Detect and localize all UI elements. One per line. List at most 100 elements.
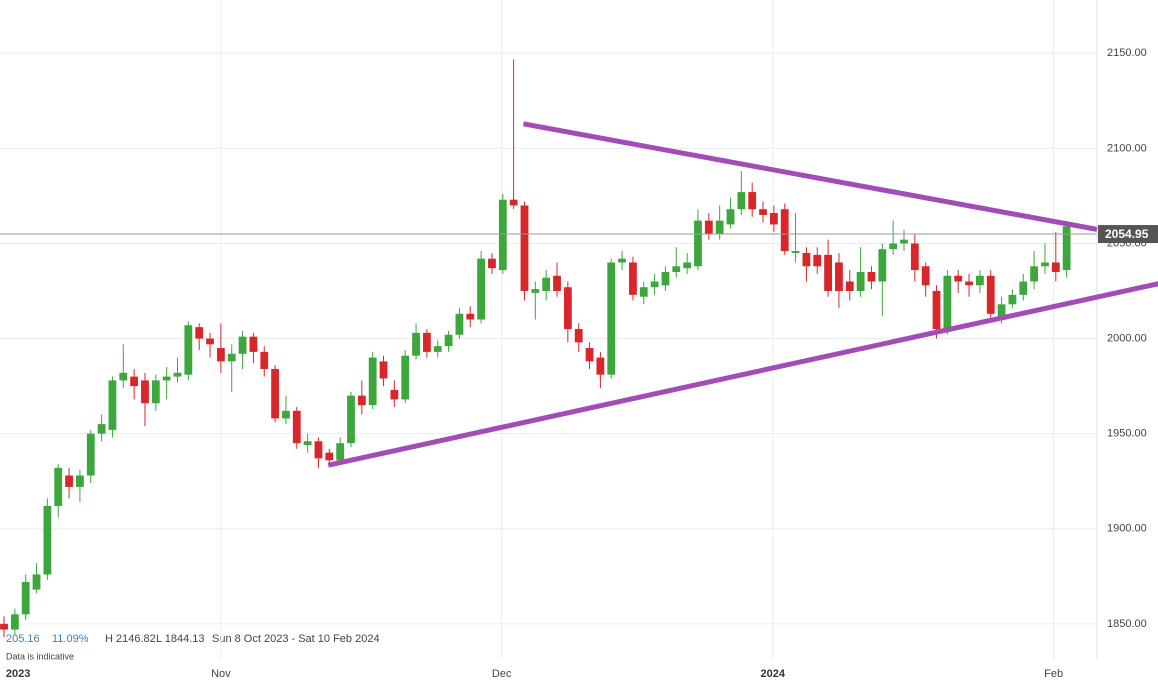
candle-body (900, 239, 908, 244)
candle-body (672, 266, 681, 272)
candle-body (141, 380, 149, 404)
candle-body (813, 254, 822, 267)
candle-body (216, 348, 225, 362)
candle-body (76, 475, 84, 487)
candle-body (412, 332, 420, 356)
candle-body (737, 192, 746, 210)
candle-body (498, 199, 507, 271)
candle-body (932, 291, 941, 330)
candle-body (151, 380, 160, 404)
period-high: H 2146.82 (105, 633, 156, 645)
candle-body (824, 254, 832, 292)
candle-body (531, 289, 540, 293)
candle-body (769, 213, 778, 225)
candle-body (921, 266, 930, 286)
candle-body (1041, 262, 1049, 267)
candle-body (574, 329, 583, 343)
candle-body (910, 243, 919, 271)
trendline (327, 281, 1158, 468)
candle-body (1008, 294, 1017, 305)
x-tick-label: Feb (1044, 668, 1063, 680)
candle-body (791, 251, 800, 253)
candle-body (683, 262, 692, 269)
candle-body (965, 281, 973, 286)
candle-body (444, 334, 453, 347)
x-tick-label: 2024 (761, 668, 786, 680)
y-tick-label: 1850.00 (1107, 618, 1147, 630)
candle-body (997, 304, 1006, 320)
candle-body (97, 424, 106, 434)
change-pct: 11.09% (52, 633, 89, 645)
note: Data is indicative (6, 651, 74, 661)
period-range: Sun 8 Oct 2023 - Sat 10 Feb 2024 (212, 633, 380, 645)
candle-body (520, 205, 529, 292)
candle-body (726, 209, 735, 225)
candle-body (780, 209, 789, 252)
candle-body (466, 313, 475, 320)
y-tick-label: 2000.00 (1107, 332, 1147, 344)
candle-body (314, 441, 323, 459)
candle-body (835, 262, 843, 292)
candle-body (10, 614, 19, 630)
candle-body (704, 220, 713, 234)
candle-body (368, 357, 377, 406)
last-price-label: 2054.95 (1105, 227, 1149, 241)
candle-body (433, 346, 442, 352)
candle-body (694, 220, 702, 267)
candle-body (108, 380, 117, 430)
candle-body (119, 372, 128, 381)
candle-body (21, 582, 30, 615)
candle-body (390, 389, 399, 400)
candle-body (878, 249, 887, 282)
candle-body (553, 275, 561, 292)
candle-body (32, 574, 41, 590)
candle-body (347, 395, 355, 444)
candle-body (607, 262, 616, 375)
candle-body (379, 361, 388, 379)
candle-body (542, 277, 551, 292)
candle-body (0, 623, 8, 630)
candle-body (271, 368, 279, 419)
candle-body (488, 258, 496, 269)
candle-body (563, 287, 572, 330)
y-tick-label: 1900.00 (1107, 523, 1147, 535)
change: 205.16 (6, 633, 40, 645)
candle-body (1062, 226, 1071, 271)
candle-body (65, 475, 73, 487)
candle-body (336, 443, 345, 461)
candle-body (227, 353, 236, 362)
candle-body (748, 192, 757, 210)
candle-body (943, 275, 952, 330)
x-tick-label: 2023 (6, 668, 30, 680)
candle-body (238, 336, 247, 354)
y-tick-label: 2150.00 (1107, 47, 1147, 59)
candle-body (282, 410, 290, 419)
last-price-box (1098, 225, 1158, 244)
candle-body (357, 395, 366, 406)
candle-body (639, 287, 648, 297)
candle-body (1030, 266, 1039, 282)
candle-body (759, 209, 767, 215)
candle-body (162, 376, 171, 381)
candle-body (650, 281, 659, 288)
candle-body (661, 271, 670, 286)
candle-body (802, 252, 811, 267)
candle-body (86, 433, 95, 476)
x-tick-label: Dec (492, 668, 512, 680)
candle-body (1051, 262, 1060, 272)
candle-body (889, 243, 898, 250)
candle-body (629, 262, 637, 295)
candle-body (422, 332, 431, 352)
candle-body (206, 338, 214, 345)
trendline (522, 121, 1098, 232)
candle-body (509, 199, 518, 206)
period-low: L 1844.13 (156, 633, 205, 645)
y-tick-label: 2100.00 (1107, 142, 1147, 154)
candle-body (1019, 281, 1028, 295)
candle-body (477, 258, 486, 320)
candle-body (986, 275, 995, 314)
candle-body (195, 327, 204, 339)
candle-body (43, 505, 52, 575)
